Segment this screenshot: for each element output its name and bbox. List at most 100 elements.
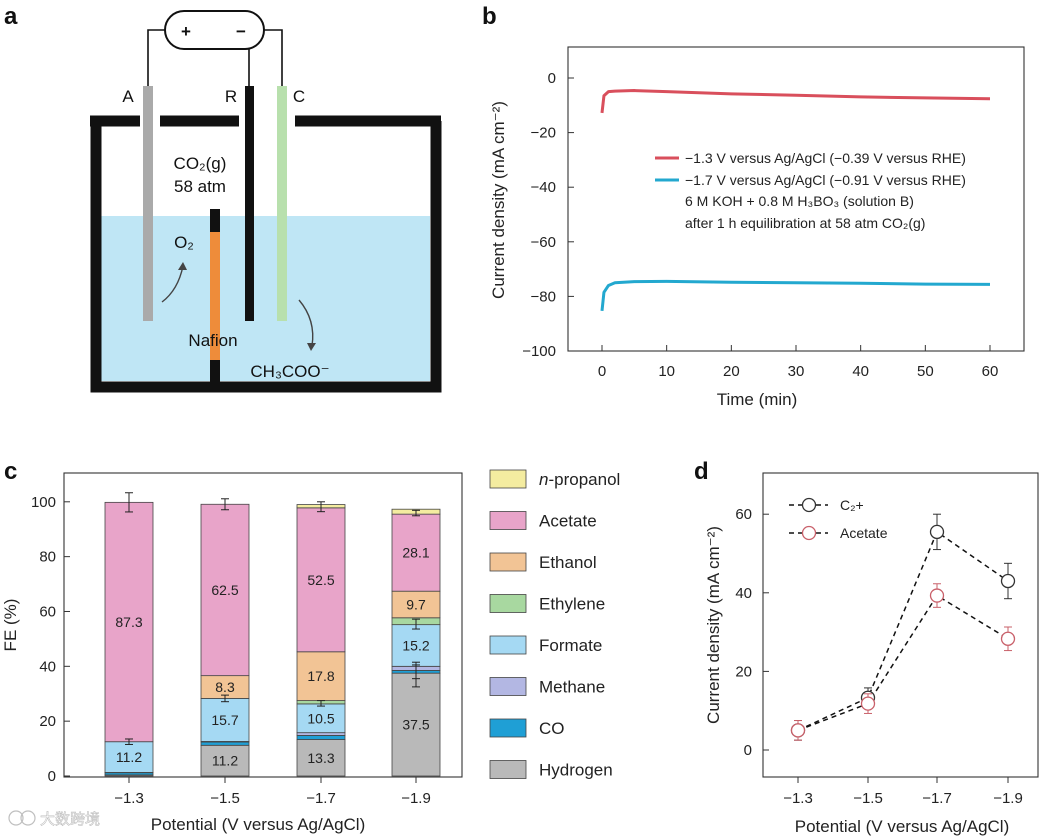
nafion-membrane bbox=[210, 232, 220, 360]
b-y-tick-label: −80 bbox=[531, 288, 556, 305]
c-legend-swatch bbox=[489, 469, 527, 489]
c-y-tick-label: 20 bbox=[39, 713, 56, 730]
watermark: 大数跨境 bbox=[8, 810, 100, 828]
d-y-tick-label: 0 bbox=[744, 742, 752, 759]
b-series-line-2 bbox=[600, 279, 991, 312]
b-x-tick-label: 50 bbox=[917, 363, 934, 380]
c-segment-value-label: 37.5 bbox=[402, 717, 429, 733]
c-legend-swatch bbox=[489, 552, 527, 572]
c-legend-swatch bbox=[489, 677, 527, 696]
label-o2: O₂ bbox=[174, 233, 194, 252]
panel-c-label: c bbox=[4, 458, 17, 485]
c-segment-value-label: 11.2 bbox=[212, 753, 238, 769]
c-x-axis-label: Potential (V versus Ag/AgCl) bbox=[151, 815, 365, 834]
plot-frame-c bbox=[63, 472, 463, 778]
c-bar-segment-acetate bbox=[391, 513, 441, 592]
reference-electrode bbox=[245, 86, 254, 321]
c-bar-segment-ethanol bbox=[296, 651, 346, 701]
label-co2-gas: CO₂(g) bbox=[174, 154, 227, 173]
electrolyte-liquid bbox=[101, 216, 430, 381]
b-annotation-line: after 1 h equilibration at 58 atm CO₂(g) bbox=[685, 215, 925, 231]
plus-sign: + bbox=[181, 22, 191, 41]
anode-electrode bbox=[143, 86, 153, 321]
c-x-tick-label: −1.7 bbox=[306, 790, 336, 807]
cell-walls bbox=[90, 121, 442, 393]
watermark-text: 大数跨境 bbox=[40, 810, 100, 828]
c-legend-label: Hydrogen bbox=[539, 761, 613, 780]
d-x-tick-label: −1.9 bbox=[993, 790, 1023, 807]
b-y-tick-label: 0 bbox=[548, 70, 556, 87]
label-acetate-product: CH₃COO⁻ bbox=[250, 362, 329, 381]
label-anode: A bbox=[122, 87, 134, 106]
b-legend-label: −1.7 V versus Ag/AgCl (−0.91 V versus RH… bbox=[685, 172, 966, 188]
c-bar-segment-hydrogen bbox=[200, 744, 250, 777]
c-legend-label: Ethanol bbox=[539, 553, 597, 572]
c-bar-segment-acetate bbox=[200, 503, 250, 677]
c-bar-segment-co bbox=[200, 741, 250, 746]
c-y-axis-label: FE (%) bbox=[1, 599, 20, 652]
c-legend-label: Acetate bbox=[539, 512, 597, 531]
wire-cathode bbox=[264, 29, 283, 86]
c-legend-swatch bbox=[489, 635, 527, 655]
c-legend-swatch bbox=[489, 511, 527, 530]
product-arrowhead bbox=[307, 343, 316, 351]
b-x-tick-label: 20 bbox=[723, 363, 740, 380]
o2-arrowhead bbox=[178, 262, 187, 270]
c-legend-swatch bbox=[489, 718, 527, 738]
d-y-tick-label: 20 bbox=[735, 663, 752, 680]
d-x-tick-label: −1.5 bbox=[853, 790, 883, 807]
d-x-tick-label: −1.7 bbox=[922, 790, 952, 807]
watermark-logo-icon bbox=[8, 810, 24, 826]
c-segment-value-label: 17.8 bbox=[307, 668, 334, 684]
b-x-tick-label: 10 bbox=[658, 363, 675, 380]
d-series-line-2 bbox=[797, 594, 1009, 732]
d-y-axis-label: Current density (mA cm⁻²) bbox=[704, 526, 723, 724]
c-y-tick-label: 80 bbox=[39, 549, 56, 566]
d-legend-label: Acetate bbox=[840, 525, 888, 541]
c-legend-label: Ethylene bbox=[539, 595, 605, 614]
b-annotation-line: 6 M KOH + 0.8 M H₃BO₃ (solution B) bbox=[685, 193, 914, 209]
b-x-tick-label: 60 bbox=[982, 363, 999, 380]
d-legend-marker bbox=[801, 497, 817, 513]
c-segment-value-label: 87.3 bbox=[115, 614, 142, 630]
c-y-tick-label: 0 bbox=[48, 768, 56, 785]
panel-c-chart: c 0 20 40 60 80 100 11.2 87.3 11.2 15.7 8.3 62.5 13… bbox=[1, 458, 620, 834]
d-series-line-1 bbox=[797, 530, 1009, 732]
c-bar-segment-formate bbox=[296, 703, 346, 734]
b-y-tick-label: −60 bbox=[531, 234, 556, 251]
c-bar-segment-hydrogen bbox=[296, 739, 346, 777]
c-legend-label: Formate bbox=[539, 636, 602, 655]
d-data-point bbox=[1000, 573, 1016, 589]
d-data-point bbox=[860, 696, 876, 711]
c-bar-segment-formate bbox=[391, 624, 441, 667]
d-data-point bbox=[929, 524, 945, 540]
c-legend-label: n-propanol bbox=[539, 470, 620, 489]
b-legend-label: −1.3 V versus Ag/AgCl (−0.39 V versus RH… bbox=[685, 150, 966, 166]
d-y-tick-label: 60 bbox=[735, 506, 752, 523]
c-x-tick-label: −1.9 bbox=[401, 790, 431, 807]
c-segment-value-label: 13.3 bbox=[307, 750, 334, 766]
label-pressure: 58 atm bbox=[174, 177, 226, 196]
b-y-tick-label: −20 bbox=[531, 125, 556, 142]
d-y-tick-label: 40 bbox=[735, 585, 752, 602]
d-data-point bbox=[790, 723, 806, 738]
b-y-axis-label: Current density (mA cm⁻²) bbox=[489, 101, 508, 299]
d-legend-marker bbox=[801, 525, 817, 541]
c-y-tick-label: 100 bbox=[31, 494, 56, 511]
c-bar-segment-acetate bbox=[296, 507, 346, 653]
c-segment-value-label: 9.7 bbox=[406, 596, 426, 612]
c-segment-value-label: 62.5 bbox=[211, 582, 238, 598]
c-legend-swatch bbox=[489, 760, 527, 779]
panel-a-diagram: a + − A R C CO₂(g) 58 atm O₂ Nafion CH₃C… bbox=[4, 3, 442, 393]
label-nafion: Nafion bbox=[188, 331, 237, 350]
label-reference: R bbox=[225, 87, 237, 106]
c-legend-label: Methane bbox=[539, 678, 605, 697]
watermark-logo-icon-2 bbox=[20, 810, 36, 826]
potentiostat bbox=[164, 10, 265, 50]
d-legend-label: C₂+ bbox=[840, 497, 864, 513]
d-x-tick-label: −1.3 bbox=[783, 790, 813, 807]
c-segment-value-label: 52.5 bbox=[307, 572, 334, 588]
c-y-tick-label: 60 bbox=[39, 603, 56, 620]
minus-sign: − bbox=[236, 22, 246, 41]
